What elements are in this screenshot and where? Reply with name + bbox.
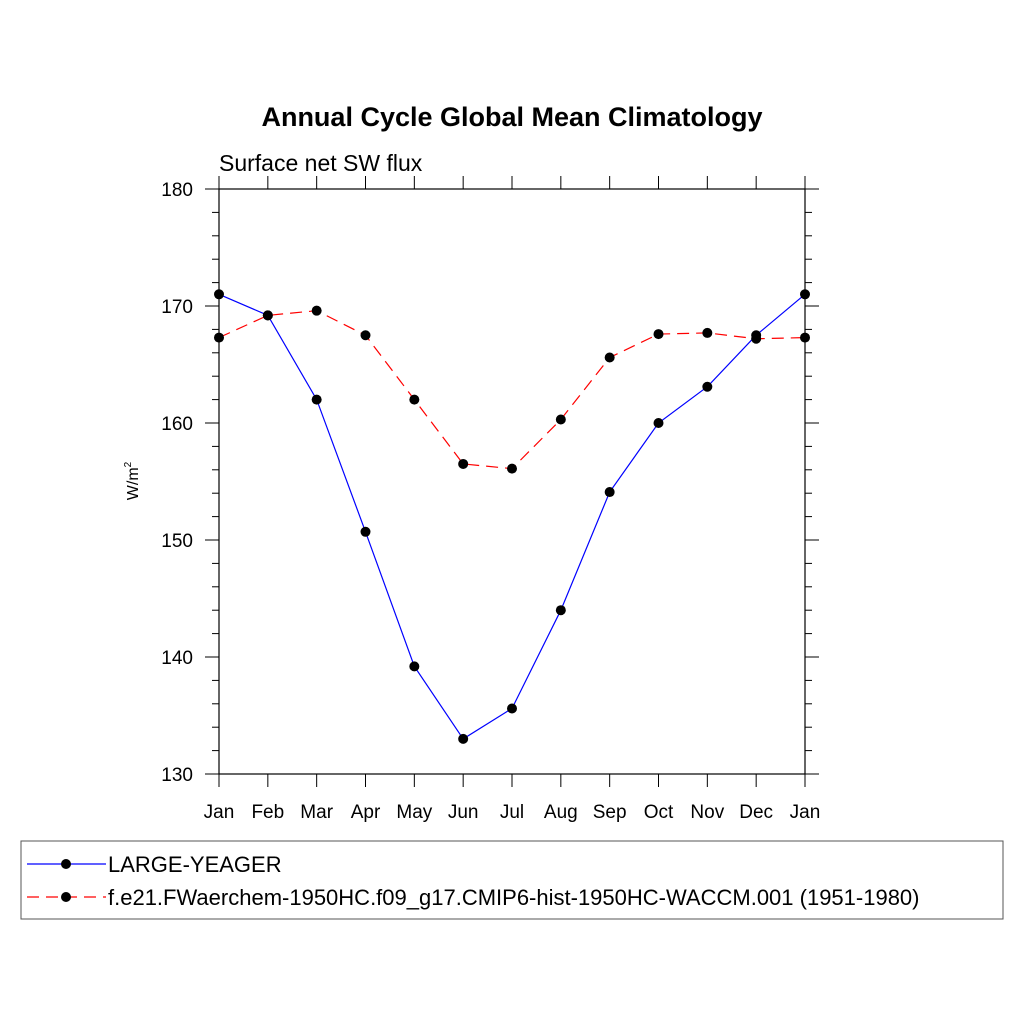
series-2-point bbox=[409, 394, 420, 405]
legend-swatch-marker bbox=[61, 859, 71, 869]
x-tick-label: Mar bbox=[300, 802, 333, 823]
series-1 bbox=[214, 289, 810, 744]
y-tick-label: 180 bbox=[161, 180, 193, 201]
x-tick-label: Dec bbox=[739, 802, 773, 823]
series-2-point bbox=[311, 305, 322, 316]
plot-frame bbox=[218, 188, 806, 775]
series-1-point bbox=[800, 289, 810, 300]
x-tick-label: Aug bbox=[544, 802, 578, 823]
series-1-point bbox=[653, 418, 664, 428]
series-2-point bbox=[262, 310, 273, 321]
legend: LARGE-YEAGER f.e21.FWaerchem-1950HC.f09_g… bbox=[20, 840, 1004, 920]
x-tick-label: Apr bbox=[351, 802, 381, 823]
x-tick-label: Jan bbox=[204, 802, 235, 823]
series-2-point bbox=[702, 327, 713, 338]
legend-box bbox=[20, 840, 1004, 920]
x-tick-label: Jan bbox=[790, 802, 821, 823]
series-2 bbox=[214, 305, 810, 474]
y-axis-label-exponent: 2 bbox=[123, 461, 134, 467]
series-2-point bbox=[458, 458, 469, 469]
series-2-point bbox=[800, 332, 810, 343]
x-tick-label: Jun bbox=[448, 802, 479, 823]
series-1-point bbox=[214, 289, 224, 300]
series-1-line bbox=[218, 293, 806, 740]
x-tick-label: Nov bbox=[690, 802, 724, 823]
axes: 130 140 150 160 170 180 Jan Feb Mar Apr May Jun Jul A… bbox=[161, 176, 820, 823]
x-tick-label: Jul bbox=[500, 802, 524, 823]
series-2-point bbox=[360, 330, 371, 341]
chart-subtitle: Surface net SW flux bbox=[219, 150, 423, 176]
y-tick-label: 140 bbox=[161, 648, 193, 669]
series-2-point bbox=[507, 463, 517, 474]
series-1-point bbox=[360, 526, 371, 537]
series-2-point bbox=[604, 352, 615, 363]
legend-swatch-marker bbox=[61, 892, 71, 902]
series-1-point bbox=[555, 605, 566, 616]
series-2-line bbox=[218, 310, 806, 470]
series-layer bbox=[214, 289, 810, 744]
legend-label: LARGE-YEAGER bbox=[108, 852, 282, 877]
x-tick-label: May bbox=[396, 802, 432, 823]
y-axis-label: W/m2 bbox=[123, 461, 142, 500]
x-tick-label: Sep bbox=[593, 802, 627, 823]
legend-label: f.e21.FWaerchem-1950HC.f09_g17.CMIP6-his… bbox=[108, 885, 920, 910]
y-tick-label: 150 bbox=[161, 531, 193, 552]
series-2-point bbox=[653, 329, 664, 340]
y-tick-label: 160 bbox=[161, 414, 193, 435]
series-1-point bbox=[507, 703, 517, 714]
series-2-point bbox=[214, 332, 224, 343]
y-tick-label: 170 bbox=[161, 297, 193, 318]
chart-title: Annual Cycle Global Mean Climatology bbox=[261, 102, 762, 132]
series-2-point bbox=[555, 414, 566, 425]
series-2-point bbox=[751, 333, 762, 344]
y-tick-label: 130 bbox=[161, 765, 193, 786]
x-tick-label: Oct bbox=[644, 802, 674, 823]
series-1-point bbox=[458, 733, 469, 744]
series-1-point bbox=[702, 381, 713, 392]
x-tick-label: Feb bbox=[251, 802, 284, 823]
series-1-point bbox=[604, 487, 615, 498]
y-axis-label-unit: W/m bbox=[125, 467, 142, 500]
series-1-point bbox=[311, 394, 322, 405]
series-1-point bbox=[409, 661, 420, 672]
